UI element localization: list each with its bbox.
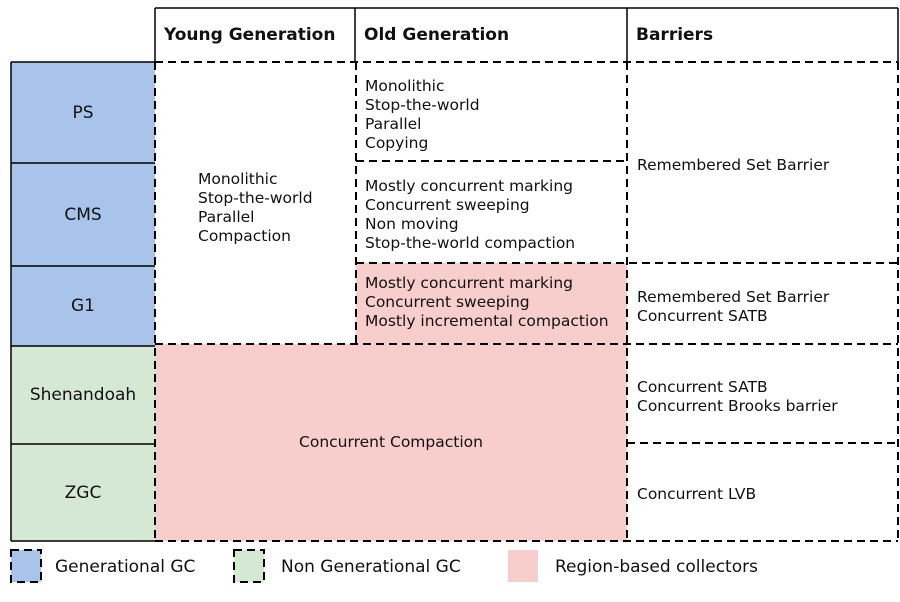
- young-line: Parallel: [198, 208, 255, 226]
- shenandoah-fill: [11, 346, 155, 444]
- collector-cms: CMS: [64, 204, 102, 225]
- barrier-shenandoah-cell: Concurrent SATB Concurrent Brooks barrie…: [637, 378, 895, 416]
- old-cms-line: Non moving: [365, 215, 459, 233]
- old-cms-line: Mostly concurrent marking: [365, 177, 574, 195]
- concurrent-compaction-fill: [155, 344, 627, 541]
- zgc-fill: [11, 444, 155, 541]
- legend-generational-gc: Generational GC: [55, 557, 196, 577]
- old-g1-line: Mostly incremental compaction: [365, 312, 609, 330]
- collector-shenandoah: Shenandoah: [29, 385, 137, 405]
- barrier-line: Remembered Set Barrier: [637, 288, 830, 306]
- old-ps-line: Copying: [365, 134, 429, 152]
- barrier-line: Remembered Set Barrier: [637, 156, 830, 174]
- young-line: Monolithic: [198, 170, 278, 188]
- old-cms-cell: Mostly concurrent marking Concurrent swe…: [365, 177, 625, 253]
- header-barriers: Barriers: [636, 25, 714, 45]
- barrier-line: Concurrent LVB: [637, 485, 757, 503]
- young-line: Compaction: [198, 227, 291, 245]
- young-generation-cell: Monolithic Stop-the-world Parallel Compa…: [198, 170, 353, 246]
- cms-fill: [11, 163, 155, 266]
- old-ps-cell: Monolithic Stop-the-world Parallel Copyi…: [365, 77, 625, 153]
- header-old-generation: Old Generation: [364, 25, 510, 45]
- old-ps-line: Parallel: [365, 115, 422, 133]
- header-young-generation: Young Generation: [164, 25, 336, 45]
- collector-ps: PS: [72, 102, 94, 123]
- old-ps-line: Monolithic: [365, 77, 445, 95]
- g1-fill: [11, 266, 155, 346]
- barrier-line: Concurrent SATB: [637, 378, 768, 396]
- old-cms-line: Concurrent sweeping: [365, 196, 530, 214]
- legend-non-generational-gc: Non Generational GC: [281, 557, 461, 577]
- old-cms-line: Stop-the-world compaction: [365, 234, 576, 252]
- legend-region-based-collectors: Region-based collectors: [555, 557, 758, 577]
- barrier-line: Concurrent SATB: [637, 307, 768, 325]
- old-g1-line: Concurrent sweeping: [365, 293, 530, 311]
- ps-fill: [11, 62, 155, 163]
- collector-zgc: ZGC: [64, 482, 102, 503]
- concurrent-compaction-cell: Concurrent Compaction: [299, 433, 483, 451]
- old-ps-line: Stop-the-world: [365, 96, 480, 114]
- barrier-ps-cms-cell: Remembered Set Barrier: [637, 156, 895, 175]
- young-line: Stop-the-world: [198, 189, 313, 207]
- g1-old-region-fill: [356, 263, 627, 346]
- old-g1-cell: Mostly concurrent marking Concurrent swe…: [365, 274, 625, 331]
- old-g1-line: Mostly concurrent marking: [365, 274, 574, 292]
- barrier-zgc-cell: Concurrent LVB: [637, 485, 895, 504]
- collector-g1: G1: [71, 296, 95, 316]
- barrier-line: Concurrent Brooks barrier: [637, 397, 838, 415]
- barrier-g1-cell: Remembered Set Barrier Concurrent SATB: [637, 288, 895, 326]
